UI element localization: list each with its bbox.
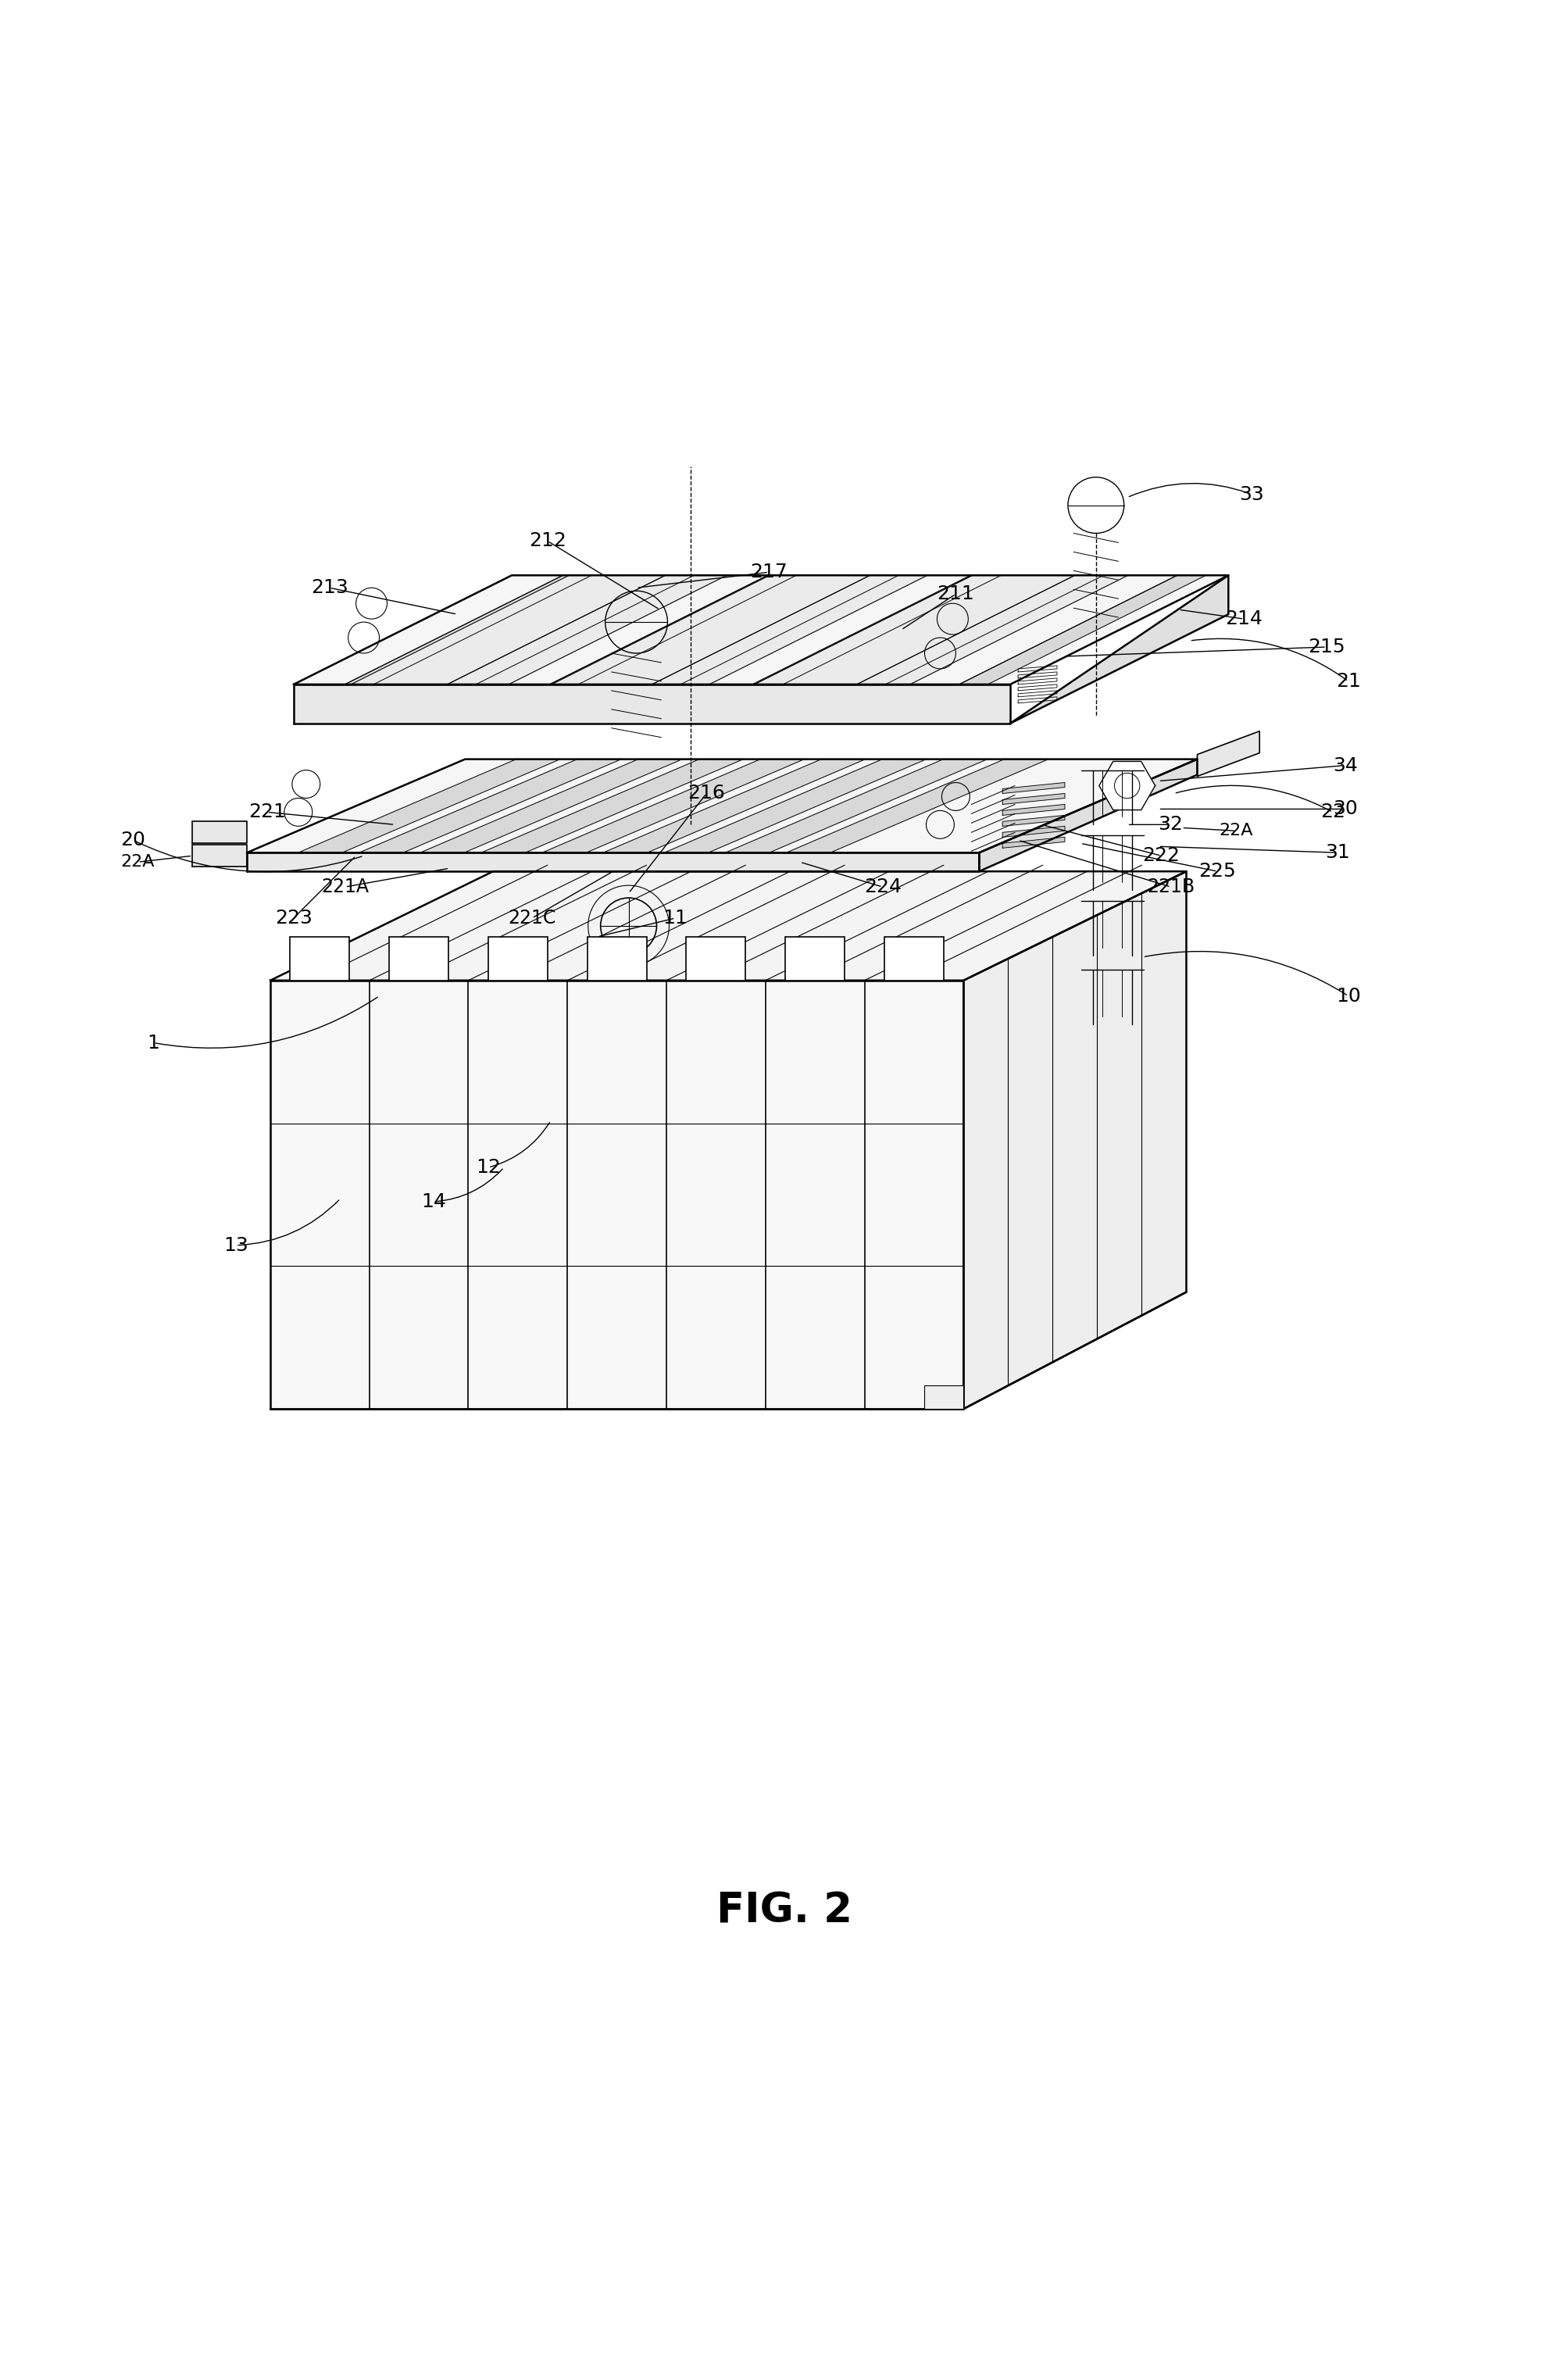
Polygon shape: [270, 871, 1185, 980]
Polygon shape: [293, 575, 1228, 684]
Text: 13: 13: [224, 1235, 248, 1254]
Bar: [389, 937, 448, 980]
Polygon shape: [246, 759, 1196, 852]
Text: 221: 221: [248, 802, 285, 821]
Polygon shape: [786, 759, 1047, 852]
Polygon shape: [298, 759, 560, 852]
Text: 14: 14: [422, 1192, 445, 1211]
Polygon shape: [246, 852, 978, 871]
Bar: [924, 1386, 963, 1408]
Bar: [786, 937, 844, 980]
Polygon shape: [481, 759, 743, 852]
Polygon shape: [958, 575, 1206, 684]
Text: 30: 30: [1333, 800, 1356, 819]
Text: 31: 31: [1325, 842, 1348, 861]
Text: 11: 11: [663, 909, 687, 927]
Text: 33: 33: [1239, 485, 1264, 504]
Bar: [884, 937, 944, 980]
Text: 224: 224: [864, 878, 902, 897]
Polygon shape: [359, 759, 621, 852]
Text: 22A: 22A: [121, 854, 155, 871]
Polygon shape: [663, 759, 925, 852]
Text: 211: 211: [936, 584, 974, 603]
Polygon shape: [1002, 793, 1065, 804]
Text: 225: 225: [1198, 861, 1236, 880]
Polygon shape: [724, 759, 986, 852]
Text: 214: 214: [1225, 610, 1262, 629]
Text: 20: 20: [121, 830, 146, 849]
Polygon shape: [1002, 838, 1065, 847]
Polygon shape: [549, 575, 797, 684]
Polygon shape: [193, 821, 246, 842]
Text: 10: 10: [1336, 987, 1359, 1006]
Text: 221C: 221C: [508, 909, 555, 927]
Bar: [290, 937, 350, 980]
Text: 216: 216: [687, 783, 724, 802]
Polygon shape: [604, 759, 866, 852]
Text: 221B: 221B: [1146, 878, 1195, 897]
Text: 21: 21: [1336, 672, 1359, 691]
Text: 212: 212: [528, 532, 566, 551]
Polygon shape: [552, 575, 927, 684]
Polygon shape: [193, 845, 246, 866]
Bar: [488, 937, 547, 980]
Polygon shape: [753, 575, 1127, 684]
Polygon shape: [856, 575, 1102, 684]
Polygon shape: [1002, 826, 1065, 838]
Text: 215: 215: [1308, 636, 1344, 655]
Polygon shape: [652, 575, 898, 684]
Polygon shape: [420, 759, 682, 852]
Polygon shape: [1099, 762, 1154, 809]
Polygon shape: [351, 575, 726, 684]
Polygon shape: [1196, 731, 1259, 776]
Polygon shape: [270, 980, 963, 1408]
Text: FIG. 2: FIG. 2: [717, 1890, 851, 1931]
Text: 32: 32: [1157, 816, 1182, 833]
Text: 221A: 221A: [321, 878, 368, 897]
Polygon shape: [447, 575, 693, 684]
Polygon shape: [293, 684, 1010, 724]
Text: 34: 34: [1333, 757, 1356, 774]
Polygon shape: [1002, 783, 1065, 793]
Polygon shape: [1010, 575, 1228, 724]
Text: 223: 223: [274, 909, 312, 927]
Text: 217: 217: [750, 563, 787, 582]
Polygon shape: [978, 759, 1196, 871]
Polygon shape: [754, 575, 1000, 684]
Text: 1: 1: [147, 1034, 160, 1053]
Text: 222: 222: [1142, 847, 1179, 866]
Polygon shape: [963, 871, 1185, 1408]
Text: 22A: 22A: [1218, 823, 1253, 838]
Text: 22: 22: [1320, 802, 1345, 821]
Polygon shape: [345, 575, 591, 684]
Polygon shape: [1002, 804, 1065, 816]
Bar: [685, 937, 745, 980]
Bar: [586, 937, 646, 980]
Polygon shape: [1002, 816, 1065, 826]
Polygon shape: [543, 759, 804, 852]
Text: 213: 213: [310, 577, 348, 596]
Text: 12: 12: [475, 1157, 500, 1176]
